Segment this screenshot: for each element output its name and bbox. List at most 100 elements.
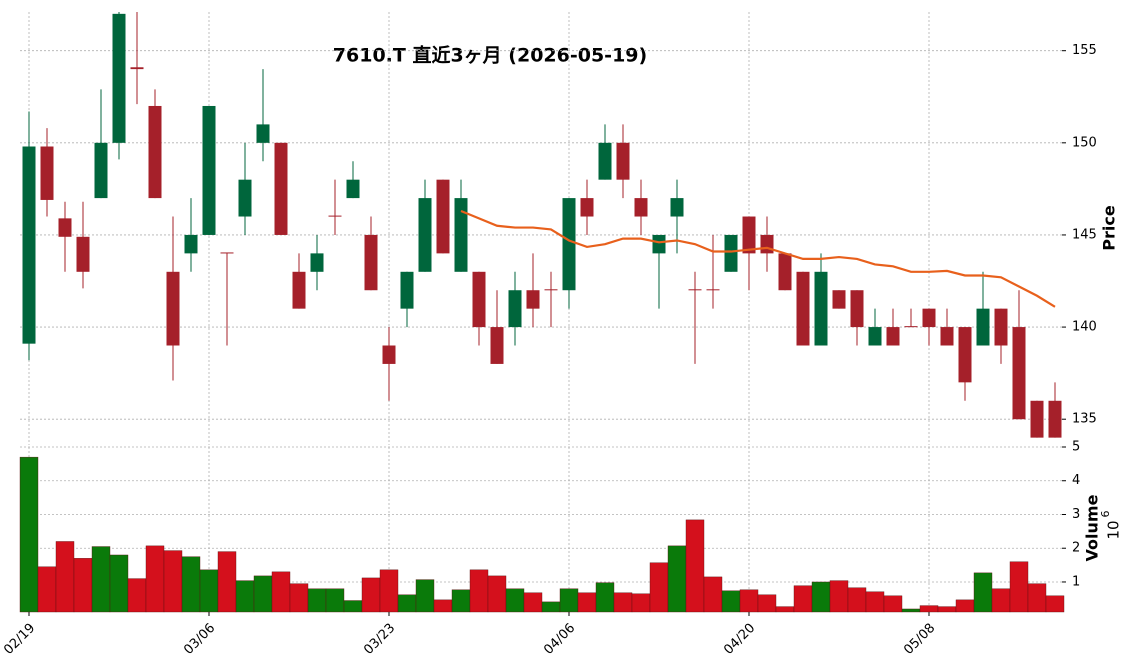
y-tick-label: 2 (1072, 541, 1080, 556)
volume-bar (631, 593, 651, 613)
volume-bar (109, 554, 129, 613)
candle-body (130, 67, 144, 70)
chart-title: 7610.T 直近3ヶ月 (2026-05-19) (333, 44, 647, 67)
volume-bar (415, 579, 435, 613)
candle-body (220, 252, 234, 254)
candle-body (238, 179, 252, 217)
candle-body (742, 216, 756, 254)
candle-body (184, 234, 198, 254)
y-tick-label: 150 (1072, 135, 1097, 150)
volume-bar (73, 558, 93, 613)
candle-body (832, 290, 846, 309)
candle-body (274, 142, 288, 235)
candle-body (886, 327, 900, 346)
candle-body (580, 198, 594, 217)
volume-bar (559, 588, 579, 613)
y-tick-label: 5 (1072, 440, 1080, 455)
volume-bar (343, 600, 363, 613)
candle-body (346, 179, 360, 199)
x-tick-label: 03/23 (361, 621, 398, 658)
candle-body (1048, 400, 1062, 438)
candle-body (958, 327, 972, 383)
volume-bar (361, 577, 381, 613)
candle-body (22, 146, 36, 344)
volume-offset: 10 6 (1099, 511, 1123, 540)
volume-bar (1009, 561, 1029, 613)
candle-body (562, 198, 576, 291)
candle-body (706, 289, 720, 291)
volume-bar (163, 550, 183, 613)
candle-body (688, 289, 702, 291)
candle-body (526, 290, 540, 309)
volume-bar (505, 588, 525, 613)
candle-body (1012, 327, 1026, 420)
volume-bar (991, 588, 1011, 613)
candle-body (904, 326, 918, 328)
candle-body (328, 215, 342, 217)
candle-body (868, 327, 882, 346)
price-axis-label: Price (1100, 205, 1119, 251)
offset-exponent: 6 (1099, 511, 1112, 518)
volume-bar (523, 592, 543, 613)
candle-body (76, 236, 90, 272)
volume-bar (541, 601, 561, 613)
volume-bar (127, 578, 147, 613)
volume-bar (667, 545, 687, 613)
candle-body (400, 271, 414, 309)
volume-bar (433, 599, 453, 613)
candle-body (364, 234, 378, 291)
volume-bar (487, 575, 507, 613)
volume-bar (271, 571, 291, 613)
volume-bar (649, 562, 669, 613)
candle-body (256, 124, 270, 143)
y-tick-label: 140 (1072, 320, 1097, 335)
candle-body (472, 271, 486, 328)
x-tick-label: 03/06 (181, 621, 218, 658)
candle-body (994, 308, 1008, 346)
offset-base: 10 (1105, 520, 1123, 539)
y-tick-label: 1 (1072, 574, 1080, 589)
volume-bar (55, 541, 75, 613)
candle-body (94, 142, 108, 199)
volume-bar (595, 582, 615, 613)
candle-body (148, 105, 162, 199)
volume-bar (937, 606, 957, 613)
volume-bar (775, 606, 795, 613)
candle-body (508, 290, 522, 328)
volume-bar (379, 569, 399, 613)
volume-bar (199, 569, 219, 613)
candle-body (652, 234, 666, 254)
volume-bar (865, 591, 885, 613)
candles (22, 12, 1062, 438)
volume-bar (37, 566, 57, 613)
volume-bar (847, 587, 867, 613)
candle-body (778, 253, 792, 291)
candle-body (454, 198, 468, 272)
candle-body (166, 271, 180, 346)
volume-bar (793, 585, 813, 613)
volume-bar (307, 588, 327, 613)
x-tick-label: 04/20 (721, 621, 758, 658)
candle-body (436, 179, 450, 254)
volume-bar (829, 580, 849, 613)
volume-bar (145, 545, 165, 613)
candle-body (40, 146, 54, 200)
candle-body (922, 308, 936, 328)
candle-body (760, 234, 774, 254)
volume-bar (217, 551, 237, 613)
y-tick-label: 4 (1072, 473, 1080, 488)
volume-bar (451, 589, 471, 613)
volume-bar (613, 592, 633, 613)
x-tick-label: 02/19 (1, 621, 38, 658)
candle-body (814, 271, 828, 346)
candle-body (418, 198, 432, 272)
moving-average (460, 209, 1056, 308)
volume-bar (703, 576, 723, 613)
volume-bar (181, 556, 201, 613)
y-tick-label: 3 (1072, 507, 1080, 522)
volume-axis-label: Volume (1083, 494, 1102, 561)
candle-body (58, 218, 72, 237)
candle-body (382, 345, 396, 364)
